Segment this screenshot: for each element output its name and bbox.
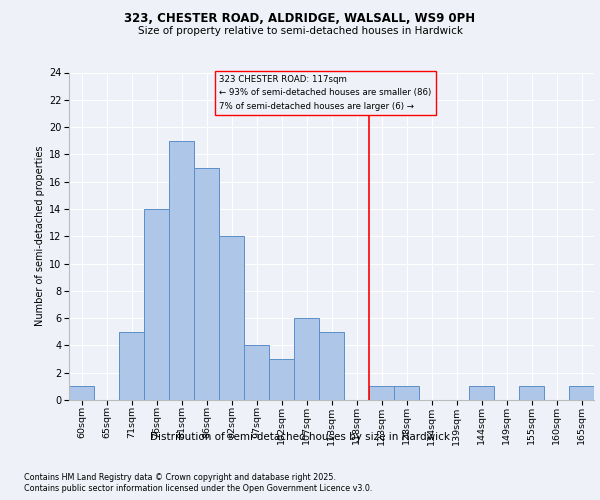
Bar bbox=[244, 346, 269, 400]
Bar bbox=[519, 386, 544, 400]
Bar bbox=[169, 140, 194, 400]
Bar bbox=[144, 209, 169, 400]
Bar bbox=[469, 386, 494, 400]
Bar bbox=[394, 386, 419, 400]
Bar bbox=[269, 359, 294, 400]
Text: 323, CHESTER ROAD, ALDRIDGE, WALSALL, WS9 0PH: 323, CHESTER ROAD, ALDRIDGE, WALSALL, WS… bbox=[124, 12, 476, 26]
Bar bbox=[194, 168, 219, 400]
Bar bbox=[294, 318, 319, 400]
Text: Distribution of semi-detached houses by size in Hardwick: Distribution of semi-detached houses by … bbox=[150, 432, 450, 442]
Bar bbox=[569, 386, 594, 400]
Y-axis label: Number of semi-detached properties: Number of semi-detached properties bbox=[35, 146, 44, 326]
Bar bbox=[369, 386, 394, 400]
Bar bbox=[219, 236, 244, 400]
Bar bbox=[119, 332, 144, 400]
Bar bbox=[319, 332, 344, 400]
Text: Size of property relative to semi-detached houses in Hardwick: Size of property relative to semi-detach… bbox=[137, 26, 463, 36]
Text: Contains HM Land Registry data © Crown copyright and database right 2025.: Contains HM Land Registry data © Crown c… bbox=[24, 472, 336, 482]
Bar bbox=[69, 386, 94, 400]
Text: 323 CHESTER ROAD: 117sqm
← 93% of semi-detached houses are smaller (86)
7% of se: 323 CHESTER ROAD: 117sqm ← 93% of semi-d… bbox=[219, 75, 431, 110]
Text: Contains public sector information licensed under the Open Government Licence v3: Contains public sector information licen… bbox=[24, 484, 373, 493]
